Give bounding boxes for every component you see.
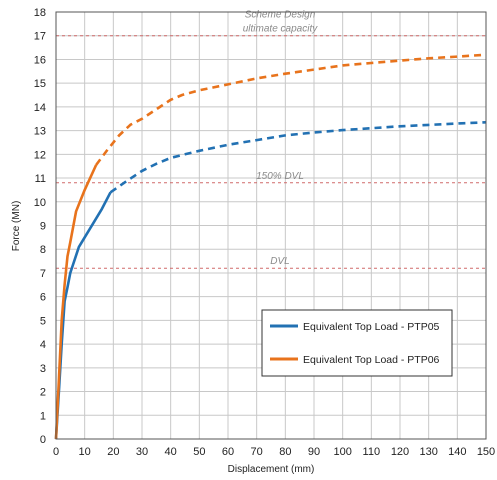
x-tick-label: 0 [53, 446, 59, 458]
y-tick-label: 4 [40, 339, 46, 351]
x-tick-label: 150 [477, 446, 495, 458]
x-tick-label: 130 [419, 446, 437, 458]
reference-line-label: ultimate capacity [243, 24, 318, 35]
reference-line-label: 150% DVL [256, 171, 304, 182]
plot-frame [55, 11, 487, 440]
y-tick-label: 11 [35, 173, 46, 185]
x-tick-label: 70 [251, 446, 263, 458]
x-tick-label: 140 [448, 446, 466, 458]
y-tick-label: 1 [40, 410, 46, 422]
y-tick-label: 7 [40, 268, 46, 280]
y-tick-label: 8 [40, 244, 46, 256]
y-tick-label: 13 [34, 126, 46, 138]
x-tick-label: 40 [165, 446, 177, 458]
y-tick-label: 16 [34, 54, 46, 66]
y-tick-label: 17 [34, 31, 46, 43]
x-tick-label: 80 [279, 446, 291, 458]
x-tick-label: 20 [107, 446, 119, 458]
x-tick-label: 100 [333, 446, 351, 458]
legend-label-ptp06: Equivalent Top Load - PTP06 [303, 354, 440, 366]
x-tick-label: 120 [391, 446, 409, 458]
x-axis-title: Displacement (mm) [228, 464, 315, 475]
reference-lines: Scheme Design ultimate capacity 150% DVL DV… [56, 10, 486, 269]
x-tick-label: 90 [308, 446, 320, 458]
series-2-solid-line [54, 164, 98, 440]
x-tick-label: 110 [363, 446, 381, 458]
y-tick-label: 6 [40, 292, 46, 304]
y-tick-label: 0 [40, 434, 46, 446]
y-axis-title: Force (MN) [11, 201, 22, 252]
reference-line-label: Scheme Design [245, 10, 316, 21]
x-tick-label: 10 [79, 446, 91, 458]
reference-line-label: DVL [270, 256, 289, 267]
x-tick-label: 50 [193, 446, 205, 458]
legend-box [261, 309, 453, 377]
y-tick-label: 9 [40, 221, 46, 233]
y-tick-label: 12 [34, 149, 46, 161]
series-1-dashed-line [109, 121, 487, 194]
y-tick-label: 14 [34, 102, 46, 114]
y-tick-label: 15 [34, 78, 46, 90]
legend: Equivalent Top Load - PTP05 Equivalent T… [261, 309, 453, 377]
y-tick-label: 3 [40, 363, 46, 375]
x-tick-label: 30 [136, 446, 148, 458]
x-tick-label: 60 [222, 446, 234, 458]
y-tick-label: 18 [34, 7, 46, 19]
legend-label-ptp05: Equivalent Top Load - PTP05 [303, 321, 440, 333]
y-tick-label: 10 [34, 197, 46, 209]
x-axis-ticks: 0 10 20 30 40 50 60 70 80 90 100 110 120 130 140 150 [53, 446, 495, 458]
y-tick-label: 2 [40, 387, 46, 399]
series-2-dashed-line [95, 53, 487, 166]
data-series [54, 53, 487, 440]
y-tick-label: 5 [40, 315, 46, 327]
